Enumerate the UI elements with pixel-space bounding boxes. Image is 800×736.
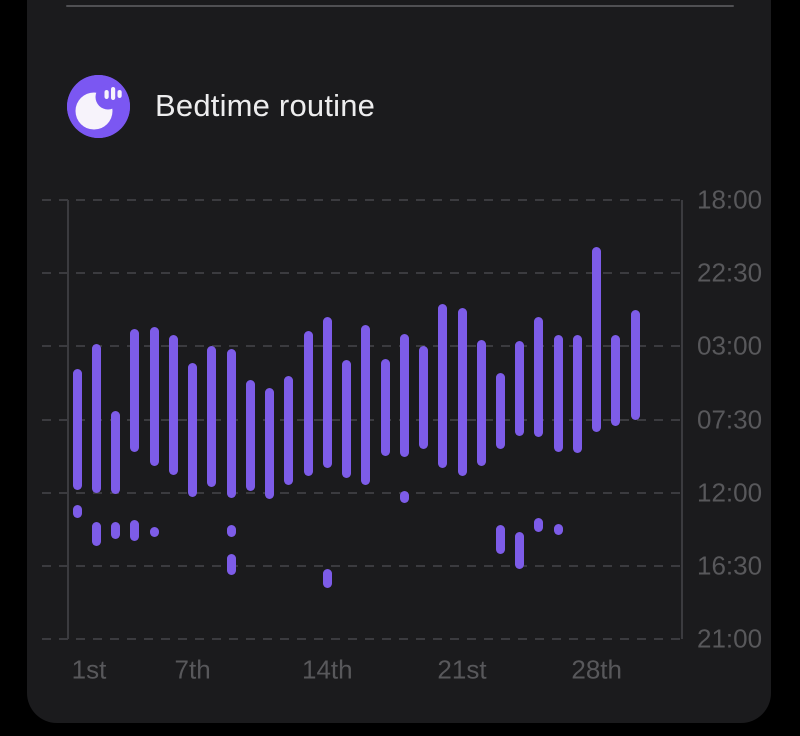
- nap-bar-day-4: [130, 519, 140, 542]
- sleep-bar-day-15: [342, 359, 352, 478]
- sleep-bar-day-21: [457, 308, 467, 477]
- sleep-bar-day-12: [284, 376, 294, 485]
- nap-bar-day-3: [111, 522, 121, 539]
- sleep-bar-day-30: [630, 309, 640, 420]
- sleep-bar-day-28: [592, 247, 602, 432]
- page-title: Bedtime routine: [155, 88, 376, 123]
- sleep-bar-day-24: [515, 340, 525, 436]
- chart-right-border: [681, 200, 683, 639]
- sleep-bar-day-20: [438, 304, 448, 469]
- y-axis-label: 03:00: [697, 330, 763, 361]
- sleep-bar-day-10: [245, 380, 255, 492]
- top-divider: [66, 5, 734, 7]
- nap-bar-day-1: [72, 504, 82, 519]
- sleep-bar-day-22: [476, 339, 486, 466]
- sleep-bar-day-4: [130, 328, 140, 453]
- y-axis-label: 07:30: [697, 404, 763, 434]
- gridline-12:00: [42, 491, 683, 494]
- y-axis-label: 22:30: [697, 257, 763, 288]
- x-axis-label-1st: 1st: [71, 654, 107, 685]
- nap-bar-day-26: [553, 523, 563, 535]
- y-axis-label: 21:00: [697, 623, 763, 654]
- sleep-bar-day-19: [419, 346, 429, 450]
- moon-icon: [67, 74, 130, 138]
- sleep-bar-day-9: [226, 349, 236, 499]
- nap-bar-day-14: [322, 568, 332, 588]
- sleep-bar-day-13: [303, 331, 313, 477]
- x-axis-label-28th: 28th: [571, 654, 622, 685]
- x-axis-label-21st: 21st: [437, 654, 487, 685]
- sleep-bar-day-11: [265, 388, 275, 500]
- nap-bar-day-9: [226, 553, 236, 576]
- sleep-bar-day-27: [572, 335, 582, 454]
- sleep-bar-day-14: [322, 316, 332, 469]
- nap-bar-day-5: [149, 526, 159, 538]
- chart-left-border: [67, 200, 69, 639]
- y-axis-label: 12:00: [697, 477, 763, 508]
- sleep-bar-day-2: [91, 343, 101, 493]
- sleep-bar-day-5: [149, 327, 159, 466]
- nap-bar-day-9: [226, 525, 236, 538]
- x-axis-label-7th: 7th: [174, 654, 211, 685]
- sleep-bar-day-26: [553, 335, 563, 452]
- sleep-bar-day-7: [188, 362, 198, 497]
- gridline-18:00: [42, 199, 683, 201]
- nap-bar-day-23: [495, 525, 505, 554]
- nap-bar-day-25: [534, 518, 544, 532]
- sleep-bar-day-18: [399, 334, 409, 458]
- sleep-bar-day-3: [111, 411, 121, 494]
- nap-bar-day-18: [399, 491, 409, 504]
- sleep-bar-day-23: [495, 373, 505, 450]
- y-axis-label: 18:00: [697, 184, 763, 215]
- gridline-21:00: [42, 638, 683, 640]
- nap-bar-day-24: [515, 531, 525, 569]
- y-axis-label: 16:30: [697, 550, 763, 581]
- sleep-bar-day-29: [611, 335, 621, 427]
- x-axis-label-14th: 14th: [302, 654, 353, 685]
- card-header: [67, 74, 130, 138]
- gridline-22:30: [42, 272, 683, 275]
- sleep-bar-day-6: [168, 335, 178, 476]
- nap-bar-day-2: [91, 522, 101, 546]
- sleep-bar-day-25: [534, 316, 544, 438]
- sleep-bar-day-17: [380, 358, 390, 457]
- sleep-bar-day-1: [72, 369, 82, 490]
- sleep-bar-day-16: [361, 324, 371, 485]
- gridline-16:30: [42, 564, 683, 567]
- bedtime-routine-icon-badge: [67, 74, 130, 138]
- sleep-bar-day-8: [207, 346, 217, 488]
